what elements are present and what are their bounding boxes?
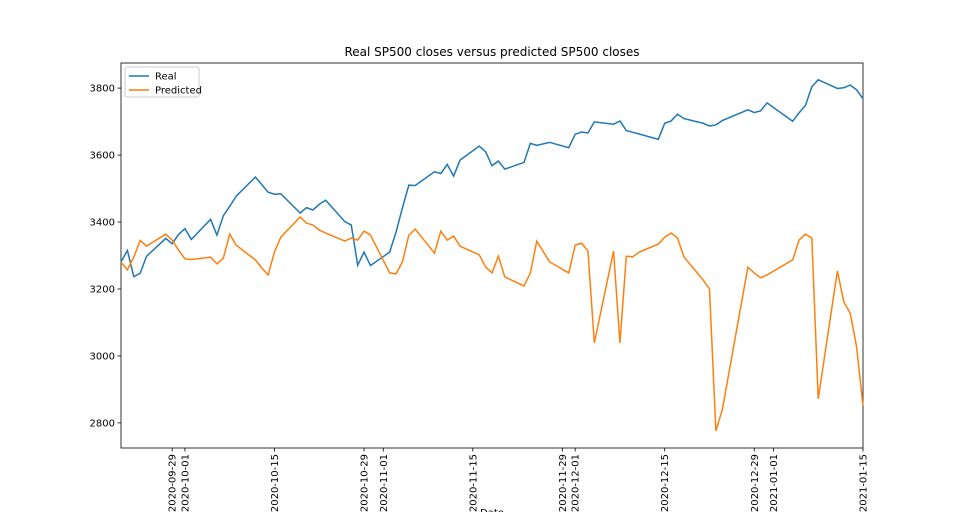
y-tick-label: 3200 [90, 284, 115, 295]
y-tick-label: 3400 [90, 218, 115, 229]
x-tick-label: 2021-01-01 [769, 454, 780, 512]
y-tick-label: 3600 [90, 151, 115, 162]
plot-area [120, 62, 864, 449]
x-tick-label: 2020-10-01 [180, 454, 191, 512]
x-tick-label: 2020-10-15 [270, 454, 281, 512]
chart-title: Real SP500 closes versus predicted SP500… [344, 45, 639, 59]
x-tick-label: 2020-12-29 [750, 454, 761, 512]
legend-label: Real [155, 72, 177, 83]
x-tick-label: 2020-12-01 [571, 454, 582, 512]
x-tick-label: 2020-09-29 [168, 454, 179, 512]
y-tick-label: 3000 [90, 351, 115, 362]
legend-label: Predicted [155, 86, 202, 97]
x-tick-label: 2020-11-01 [379, 454, 390, 512]
x-axis-label: Date [480, 508, 504, 512]
line-series [120, 78, 864, 278]
legend: Real Predicted [124, 66, 202, 98]
x-tick-label: 2020-11-15 [468, 454, 479, 512]
x-tick-label: 2020-11-29 [558, 454, 569, 512]
y-tick-label: 2800 [90, 418, 115, 429]
x-tick-label: 2021-01-15 [859, 454, 870, 512]
x-tick-label: 2020-10-29 [360, 454, 371, 512]
y-tick-label: 3800 [90, 84, 115, 95]
line-series [120, 215, 864, 432]
x-tick-label: 2020-12-15 [660, 454, 671, 512]
